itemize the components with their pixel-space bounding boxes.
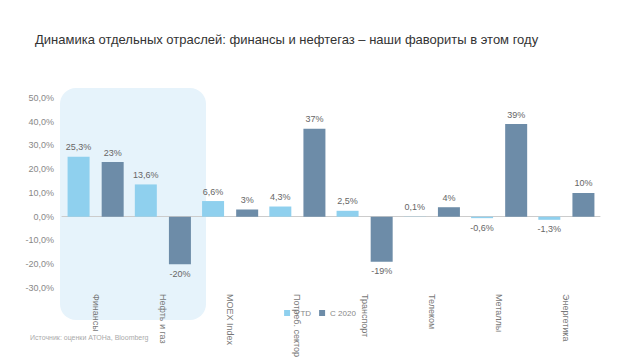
- svg-text:Металлы: Металлы: [494, 294, 504, 332]
- svg-text:YTD: YTD: [295, 309, 311, 318]
- svg-text:50,0%: 50,0%: [28, 93, 54, 103]
- svg-text:Транспорт: Транспорт: [360, 294, 370, 337]
- svg-text:23%: 23%: [104, 148, 122, 158]
- svg-text:39%: 39%: [507, 110, 525, 120]
- svg-text:-0,6%: -0,6%: [470, 223, 494, 233]
- svg-text:-19%: -19%: [371, 266, 392, 276]
- svg-text:25,3%: 25,3%: [66, 142, 92, 152]
- svg-text:Динамика отдельных отраслей: ф: Динамика отдельных отраслей: финансы и н…: [35, 32, 539, 47]
- svg-text:Потреб. сектор: Потреб. сектор: [292, 294, 302, 357]
- svg-text:4%: 4%: [442, 193, 455, 203]
- svg-text:С 2020: С 2020: [330, 309, 356, 318]
- svg-text:MOEX Index: MOEX Index: [225, 294, 235, 346]
- svg-text:4,3%: 4,3%: [270, 192, 291, 202]
- svg-text:Нефть и газ: Нефть и газ: [158, 294, 168, 344]
- svg-text:13,6%: 13,6%: [133, 170, 159, 180]
- svg-text:40,0%: 40,0%: [28, 117, 54, 127]
- svg-text:30,0%: 30,0%: [28, 140, 54, 150]
- svg-text:Финансы: Финансы: [91, 294, 101, 332]
- svg-text:6,6%: 6,6%: [203, 187, 224, 197]
- svg-text:-30,0%: -30,0%: [25, 283, 54, 293]
- svg-text:3%: 3%: [241, 195, 254, 205]
- svg-text:-20,0%: -20,0%: [25, 259, 54, 269]
- svg-text:-20%: -20%: [169, 269, 190, 279]
- svg-text:Источник: оценки АТОНа, Bloomb: Источник: оценки АТОНа, Bloomberg: [30, 334, 149, 342]
- svg-text:2,5%: 2,5%: [337, 196, 358, 206]
- svg-text:37%: 37%: [305, 114, 323, 124]
- svg-text:Телеком: Телеком: [427, 294, 437, 329]
- svg-text:Энергетика: Энергетика: [561, 294, 571, 342]
- svg-text:20,0%: 20,0%: [28, 164, 54, 174]
- svg-text:-10,0%: -10,0%: [25, 235, 54, 245]
- svg-text:0,1%: 0,1%: [405, 202, 426, 212]
- svg-text:0,0%: 0,0%: [33, 212, 54, 222]
- svg-text:10,0%: 10,0%: [28, 188, 54, 198]
- svg-text:-1,3%: -1,3%: [538, 224, 562, 234]
- svg-text:10%: 10%: [574, 178, 592, 188]
